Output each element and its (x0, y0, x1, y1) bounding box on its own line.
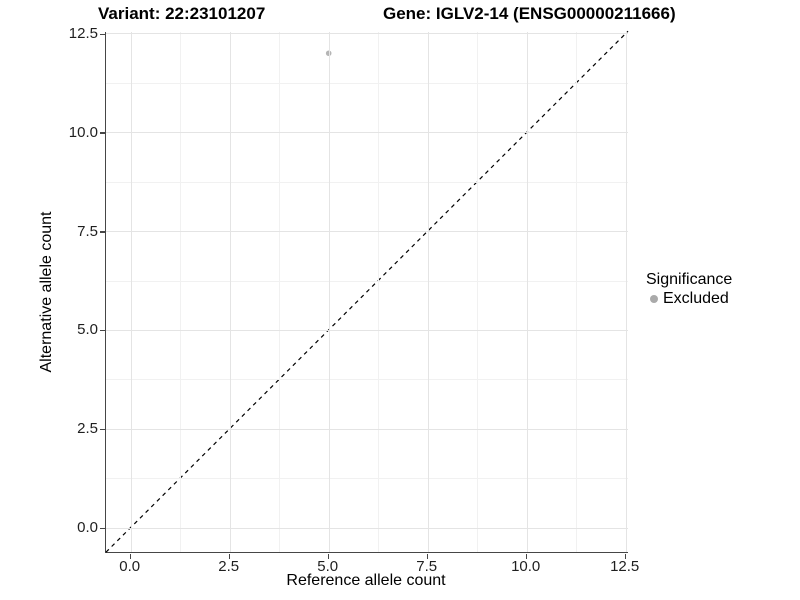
x-tick-label: 5.0 (317, 558, 339, 575)
x-tick-label: 2.5 (218, 558, 240, 575)
plot-title-gene: Gene: IGLV2-14 (ENSG00000211666) (383, 4, 676, 23)
x-axis-title: Reference allele count (286, 572, 446, 589)
x-tick-label: 0.0 (119, 558, 141, 575)
major-gridline-vertical (229, 32, 231, 552)
y-axis-tick (100, 33, 105, 35)
major-gridline-vertical (427, 32, 429, 552)
minor-gridline-horizontal (106, 478, 628, 480)
y-axis-tick (100, 527, 105, 529)
legend-entry: Excluded (646, 289, 732, 308)
minor-gridline-vertical (180, 32, 182, 552)
minor-gridline-vertical (279, 32, 281, 552)
y-tick-label: 2.5 (77, 420, 98, 438)
x-axis-tick (327, 553, 330, 559)
legend: Significance Excluded (646, 270, 732, 308)
legend-title: Significance (646, 271, 733, 288)
major-gridline-vertical (328, 32, 330, 552)
x-tick-label: 7.5 (416, 558, 438, 575)
plot-title-variant: Variant: 22:23101207 (98, 4, 266, 23)
minor-gridline-horizontal (106, 379, 628, 381)
plot-panel (105, 30, 629, 553)
x-tick-label: 12.5 (610, 558, 640, 575)
identity-dashed-line (105, 30, 629, 553)
minor-gridline-vertical (477, 32, 479, 552)
x-tick-label: 10.0 (511, 558, 541, 575)
major-gridline-vertical (526, 32, 528, 552)
x-axis-tick (228, 553, 231, 559)
minor-gridline-horizontal (106, 280, 628, 282)
x-axis-tick (624, 553, 627, 559)
minor-gridline-horizontal (106, 82, 628, 84)
x-axis-tick (426, 553, 429, 559)
y-axis-tick (100, 132, 105, 134)
major-gridline-vertical (130, 32, 132, 552)
y-tick-label: 10.0 (68, 123, 98, 141)
minor-gridline-vertical (576, 32, 578, 552)
y-axis-tick (100, 329, 105, 332)
y-axis-tick (100, 428, 105, 431)
major-gridline-horizontal (106, 329, 628, 331)
x-axis-tick (129, 553, 132, 559)
legend-key-dot-icon (650, 294, 658, 303)
plot-canvas (105, 30, 629, 553)
y-axis-tick (100, 231, 105, 233)
y-axis-title: Alternative allele count (38, 211, 55, 373)
y-tick-label: 7.5 (77, 222, 98, 240)
major-gridline-horizontal (106, 527, 628, 529)
x-axis-tick (525, 553, 528, 559)
major-gridline-vertical (625, 32, 627, 552)
minor-gridline-horizontal (106, 181, 628, 183)
y-tick-label: 12.5 (68, 25, 98, 42)
major-gridline-horizontal (106, 33, 628, 35)
y-tick-label: 5.0 (77, 321, 98, 339)
major-gridline-horizontal (106, 231, 628, 233)
minor-gridline-vertical (378, 32, 380, 552)
legend-entry-label: Excluded (663, 289, 729, 307)
y-tick-label: 0.0 (77, 519, 98, 536)
major-gridline-horizontal (106, 132, 628, 134)
major-gridline-horizontal (106, 428, 628, 430)
